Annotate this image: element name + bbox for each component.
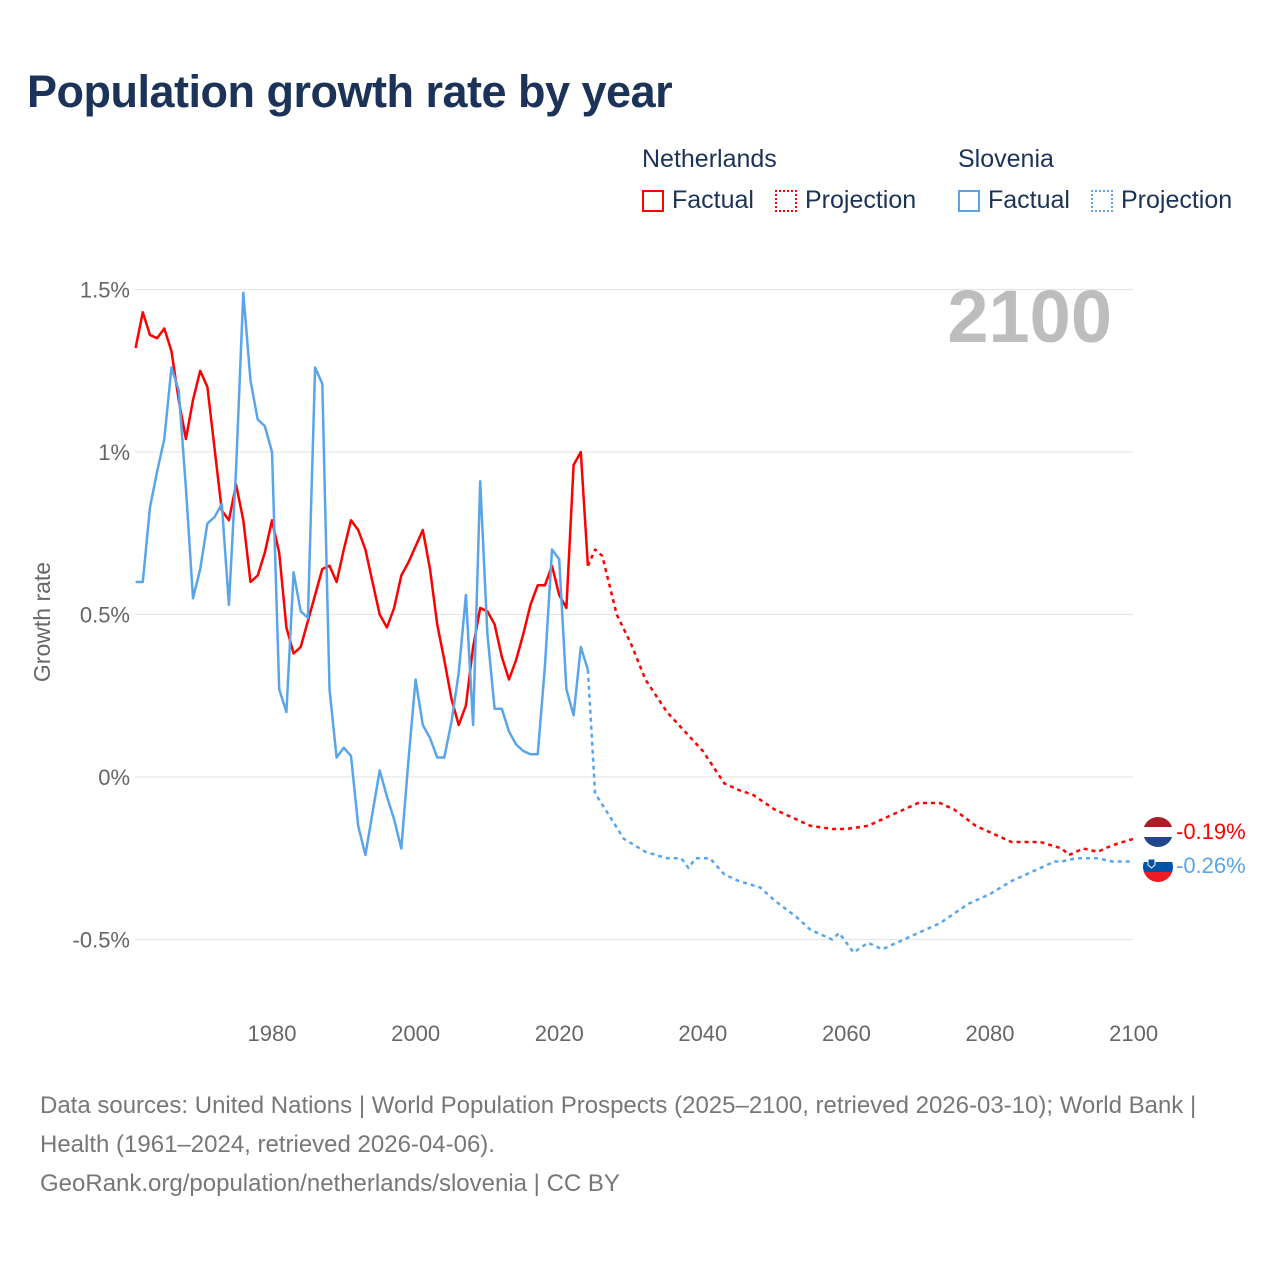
legend-slovenia-factual[interactable]: Factual bbox=[958, 186, 1070, 215]
solid-swatch-icon bbox=[958, 189, 980, 212]
x-tick-label: 2000 bbox=[391, 1021, 440, 1046]
x-axis: 1980 2000 2020 2040 2060 2080 2100 bbox=[248, 1021, 1159, 1046]
series-netherlands-factual bbox=[134, 311, 590, 727]
netherlands-end-label: -0.19% bbox=[1176, 819, 1246, 844]
solid-swatch-icon bbox=[642, 189, 664, 212]
legend-label: Factual bbox=[988, 186, 1070, 214]
y-axis-label: Growth rate bbox=[29, 562, 55, 682]
legend-group-netherlands: Netherlands bbox=[642, 145, 777, 173]
series-netherlands-projection bbox=[586, 548, 1134, 857]
series-slovenia-projection bbox=[586, 669, 1134, 954]
chart-title: Population growth rate by year bbox=[27, 66, 673, 117]
series-slovenia-factual bbox=[135, 291, 590, 857]
dotted-swatch-icon bbox=[1091, 189, 1113, 212]
x-tick-label: 1980 bbox=[248, 1021, 297, 1046]
legend-label: Projection bbox=[805, 186, 917, 214]
series-lines bbox=[134, 291, 1134, 954]
x-tick-label: 2080 bbox=[966, 1021, 1015, 1046]
dotted-swatch-icon bbox=[775, 189, 797, 212]
slovenia-end-label: -0.26% bbox=[1176, 853, 1246, 878]
year-watermark: 2100 bbox=[947, 275, 1112, 358]
legend-slovenia-projection[interactable]: Projection bbox=[1091, 186, 1232, 215]
source-link[interactable]: GeoRank.org/population/netherlands/slove… bbox=[40, 1170, 620, 1197]
netherlands-flag-icon bbox=[1143, 817, 1173, 847]
y-tick-label: 1% bbox=[98, 440, 130, 465]
legend-label: Factual bbox=[672, 186, 754, 214]
y-tick-label: 0% bbox=[98, 765, 130, 790]
y-tick-label: 0.5% bbox=[80, 603, 130, 628]
legend-netherlands-projection[interactable]: Projection bbox=[775, 186, 916, 215]
x-tick-label: 2020 bbox=[535, 1021, 584, 1046]
slovenia-flag-icon bbox=[1143, 852, 1173, 882]
y-axis: 1.5% 1% 0.5% 0% -0.5% bbox=[73, 278, 130, 953]
x-tick-label: 2040 bbox=[678, 1021, 727, 1046]
x-tick-label: 2060 bbox=[822, 1021, 871, 1046]
data-sources: Data sources: United Nations | World Pop… bbox=[40, 1086, 1240, 1203]
y-tick-label: 1.5% bbox=[80, 278, 130, 303]
legend-label: Projection bbox=[1121, 186, 1233, 214]
legend-netherlands-factual[interactable]: Factual bbox=[642, 186, 754, 215]
legend-group-slovenia: Slovenia bbox=[958, 145, 1054, 173]
source-text: Data sources: United Nations | World Pop… bbox=[40, 1092, 1197, 1158]
y-tick-label: -0.5% bbox=[73, 928, 130, 953]
x-tick-label: 2100 bbox=[1109, 1021, 1158, 1046]
gridlines bbox=[135, 288, 1133, 941]
